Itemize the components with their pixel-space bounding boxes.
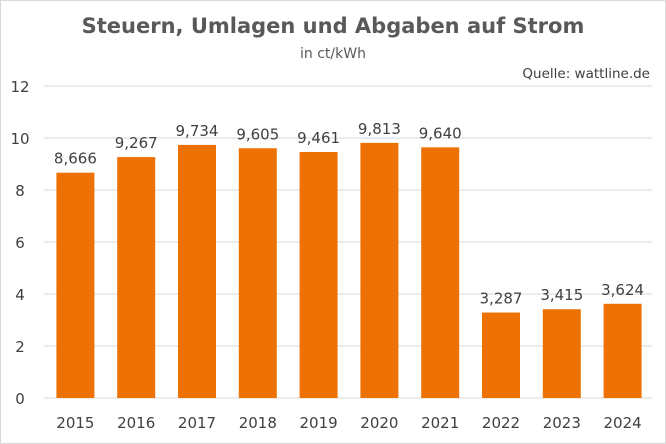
- data-label: 8,666: [54, 150, 97, 168]
- data-label: 9,813: [358, 120, 401, 138]
- bar-2020: [360, 142, 399, 398]
- data-label: 9,734: [176, 122, 219, 140]
- x-tick-label: 2019: [300, 414, 338, 432]
- data-label: 9,461: [297, 129, 340, 147]
- bar-2023: [542, 309, 581, 398]
- x-tick-label: 2023: [543, 414, 581, 432]
- bar-2024: [603, 303, 642, 398]
- x-tick-label: 2024: [604, 414, 642, 432]
- y-tick-label: 0: [15, 390, 25, 408]
- data-label: 9,267: [115, 134, 158, 152]
- bar-2022: [482, 312, 520, 398]
- bar-2015: [56, 172, 95, 398]
- chart-subtitle: in ct/kWh: [300, 46, 366, 62]
- x-tick-label: 2018: [239, 414, 277, 432]
- chart-title: Steuern, Umlagen und Abgaben auf Strom: [81, 14, 585, 38]
- y-tick-label: 2: [15, 338, 25, 356]
- x-tick-label: 2016: [117, 414, 155, 432]
- y-tick-label: 10: [10, 130, 29, 148]
- data-label: 3,287: [480, 290, 523, 308]
- data-label: 3,624: [601, 281, 644, 299]
- y-tick-label: 4: [15, 286, 25, 304]
- data-label: 9,605: [236, 125, 279, 143]
- x-tick-label: 2020: [360, 414, 398, 432]
- bar-2018: [238, 148, 277, 398]
- x-tick-label: 2015: [56, 414, 94, 432]
- data-label: 3,415: [540, 286, 583, 304]
- y-tick-label: 8: [15, 182, 25, 200]
- y-tick-label: 6: [15, 234, 25, 252]
- x-tick-label: 2021: [421, 414, 459, 432]
- bar-2021: [421, 147, 460, 398]
- x-tick-label: 2017: [178, 414, 216, 432]
- bar-2017: [178, 144, 216, 398]
- bar-2019: [299, 152, 338, 398]
- data-label: 9,640: [419, 124, 462, 142]
- y-tick-label: 12: [10, 78, 29, 96]
- bar-2016: [117, 157, 156, 398]
- source-note: Quelle: wattline.de: [522, 66, 650, 82]
- x-tick-label: 2022: [482, 414, 520, 432]
